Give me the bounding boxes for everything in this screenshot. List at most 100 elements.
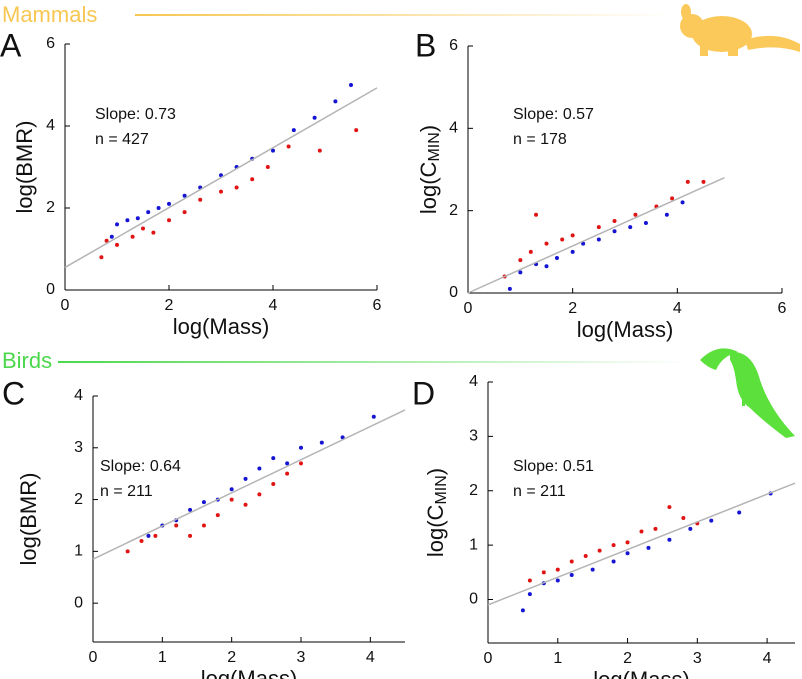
data-point [135, 216, 140, 221]
y-tick-label: 3 [74, 439, 83, 456]
x-tick-label: 2 [227, 649, 236, 666]
y-tick-label: 3 [469, 428, 478, 445]
panel-letter: C [2, 375, 25, 411]
y-tick-label: 6 [46, 35, 55, 52]
x-tick-label: 0 [464, 300, 473, 317]
fit-line [467, 177, 725, 294]
data-point [570, 249, 575, 254]
annotation: n = 211 [513, 483, 566, 500]
data-point [612, 229, 617, 234]
data-point [153, 533, 158, 538]
data-point [340, 435, 345, 440]
data-point [182, 210, 187, 215]
data-point [527, 578, 532, 583]
panel-letter: D [412, 375, 435, 411]
data-point [349, 83, 353, 87]
annotation: Slope: 0.57 [513, 106, 594, 123]
data-point [257, 466, 262, 471]
y-tick-label: 0 [469, 591, 478, 608]
x-tick-label: 3 [693, 650, 702, 667]
data-point [333, 99, 338, 104]
data-point [151, 230, 156, 235]
y-tick-label: 1 [469, 536, 478, 553]
section-label: Mammals [2, 2, 97, 27]
x-tick-label: 1 [553, 650, 562, 667]
panel-letter: B [415, 27, 436, 63]
fit-line [64, 87, 378, 269]
bird-silhouette [700, 348, 795, 438]
data-point [371, 414, 376, 419]
y-tick-label: 4 [46, 117, 55, 134]
data-point [643, 221, 648, 226]
data-point [229, 497, 234, 502]
data-point [312, 115, 317, 120]
data-point [115, 242, 119, 247]
data-point [271, 148, 275, 153]
y-tick-label: 0 [449, 284, 458, 301]
x-tick-label: 2 [165, 297, 174, 314]
data-point [146, 533, 151, 538]
data-point [219, 189, 223, 194]
data-point [596, 237, 601, 242]
data-point [628, 225, 633, 230]
mammal-silhouette [680, 4, 800, 56]
data-point [201, 523, 206, 528]
data-point [534, 212, 539, 217]
x-tick-label: 1 [158, 649, 167, 666]
data-point [570, 233, 575, 238]
x-tick-label: 4 [673, 300, 682, 317]
data-point [709, 518, 714, 523]
data-point [188, 507, 193, 512]
data-point [257, 492, 262, 497]
data-point [685, 179, 690, 184]
data-point [156, 206, 161, 210]
section-label: Birds [2, 348, 52, 373]
data-point [354, 128, 359, 133]
data-point [560, 237, 565, 242]
data-point [653, 526, 658, 531]
data-point [146, 210, 151, 215]
data-point [285, 471, 290, 476]
annotation: n = 427 [95, 131, 149, 148]
data-point [234, 185, 239, 190]
data-point [544, 241, 549, 246]
x-tick-label: 2 [623, 650, 632, 667]
data-point [219, 173, 223, 178]
y-label-sub: MIN [426, 132, 443, 161]
data-point [243, 502, 248, 507]
data-point [611, 543, 616, 548]
y-axis-label: log(BMR) [12, 121, 37, 214]
data-point [299, 445, 303, 450]
data-point [544, 264, 549, 269]
data-point [737, 510, 742, 515]
y-tick-label: 0 [74, 594, 83, 611]
data-point [182, 193, 187, 198]
data-point [250, 177, 255, 182]
data-point [555, 567, 560, 572]
data-point [317, 148, 322, 153]
data-point [670, 196, 675, 201]
fit-line [92, 409, 406, 560]
data-point [680, 200, 685, 205]
section-rule [135, 14, 675, 16]
data-point [201, 500, 206, 505]
x-tick-label: 0 [89, 649, 98, 666]
x-tick-label: 0 [484, 650, 493, 667]
data-point [198, 197, 203, 202]
data-point [125, 218, 130, 223]
y-label-text: log(C [423, 504, 448, 557]
data-point [285, 461, 290, 466]
data-point [569, 559, 574, 564]
data-point [527, 592, 532, 597]
data-point [633, 212, 638, 217]
data-point [688, 526, 693, 531]
data-point [639, 529, 644, 534]
annotation: n = 211 [100, 483, 153, 500]
annotation: Slope: 0.64 [100, 458, 181, 475]
data-point [646, 545, 651, 550]
x-axis-label: log(Mass) [173, 314, 270, 339]
data-point [125, 549, 130, 554]
y-axis-label: log(BMR) [16, 473, 41, 566]
data-point [291, 128, 296, 133]
